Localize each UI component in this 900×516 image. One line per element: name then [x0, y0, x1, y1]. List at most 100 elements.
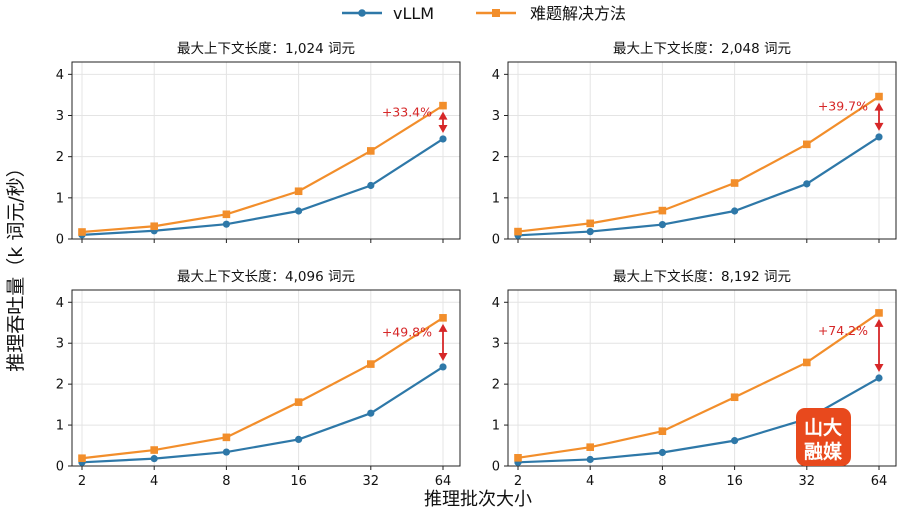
x-tick-label: 2: [514, 474, 522, 489]
data-point-vllm: [731, 207, 739, 215]
x-tick-label: 64: [871, 474, 888, 489]
data-point-vllm: [222, 448, 230, 456]
y-tick-label: 2: [56, 378, 64, 393]
data-point-method: [294, 187, 303, 196]
annotation-arrowhead-down: [874, 122, 884, 131]
data-point-method: [875, 92, 883, 101]
x-tick-label: 8: [658, 474, 666, 489]
x-tick-label: 16: [726, 474, 743, 489]
annotation-label: +74.2%: [818, 323, 868, 338]
x-tick-label: 4: [586, 474, 594, 489]
data-point-vllm: [367, 409, 375, 417]
panel-title: 最大上下文长度：1,024 词元: [177, 41, 355, 57]
panel-2: 0 1 2 3 4 最大上下文长度：2,048 词元 +39.7%: [492, 41, 897, 248]
y-tick-label: 1: [492, 191, 500, 206]
data-point-vllm: [295, 435, 303, 443]
y-tick-label: 2: [492, 378, 500, 393]
data-point-method: [586, 219, 594, 228]
panel-title: 最大上下文长度：4,096 词元: [177, 269, 355, 285]
data-point-method: [367, 360, 375, 368]
data-point-method: [658, 427, 667, 436]
data-point-method: [439, 101, 447, 110]
data-point-method: [803, 140, 811, 149]
data-point-vllm: [658, 448, 667, 457]
annotation-arrowhead-up: [874, 102, 884, 111]
x-tick-label: 4: [150, 474, 158, 489]
data-point-method: [875, 309, 883, 317]
legend-marker-vllm: [358, 9, 366, 17]
watermark-line2: 融媒: [804, 441, 843, 463]
data-point-method: [78, 454, 86, 463]
data-point-method: [658, 206, 667, 215]
legend-marker-method: [492, 9, 500, 17]
panel-title: 最大上下文长度：8,192 词元: [613, 269, 791, 285]
series-line-vllm: [81, 366, 444, 464]
y-tick-label: 4: [492, 296, 500, 311]
annotation-label: +33.4%: [382, 104, 432, 119]
annotation-arrowhead-down: [438, 124, 448, 133]
watermark-line1: 山大: [804, 416, 842, 439]
y-tick-label: 4: [492, 68, 500, 83]
series-line-method: [81, 316, 444, 460]
data-point-method: [367, 147, 375, 155]
legend: vLLM 难题解决方法: [342, 4, 626, 23]
series-line-vllm: [81, 138, 444, 236]
watermark-logo: 山大 融媒: [796, 408, 851, 466]
annotation-arrowhead-up: [438, 323, 448, 332]
data-point-method: [514, 227, 522, 236]
data-point-method: [222, 210, 231, 219]
data-point-method: [150, 446, 158, 454]
series-line-method: [517, 95, 880, 233]
data-point-vllm: [875, 374, 883, 382]
data-point-vllm: [150, 455, 158, 463]
plot-frame: [507, 61, 897, 240]
annotation-arrowhead-down: [874, 364, 884, 372]
panel-4: 0 1 2 3 4 2 4 8 16 32 64 最大上下文长度：8,192 词元 +74.2%: [492, 269, 897, 489]
y-tick-label: 2: [492, 150, 500, 165]
data-point-method: [730, 393, 739, 402]
data-point-vllm: [586, 455, 594, 464]
y-tick-label: 0: [56, 460, 64, 475]
y-tick-label: 3: [492, 109, 500, 124]
x-tick-label: 64: [435, 474, 452, 489]
data-point-method: [803, 358, 811, 367]
plot-frame: [507, 289, 897, 467]
x-tick-label: 16: [290, 474, 307, 489]
y-tick-label: 3: [56, 337, 64, 352]
annotation-arrowhead-up: [874, 318, 884, 327]
y-tick-label: 1: [492, 419, 500, 434]
y-axis-label: 推理吞吐量（k 词元/秒）: [5, 158, 27, 371]
annotation-arrowhead-down: [438, 352, 448, 361]
y-tick-label: 3: [492, 337, 500, 352]
x-tick-label: 32: [363, 474, 380, 489]
y-tick-label: 0: [492, 460, 500, 475]
data-point-vllm: [367, 181, 375, 190]
panel-1: 0 1 2 3 4 最大上下文长度：1,024 词元 +33.4%: [56, 41, 461, 248]
data-point-method: [222, 433, 231, 442]
data-point-vllm: [295, 207, 303, 215]
series-line-method: [81, 104, 444, 234]
x-tick-label: 32: [799, 474, 816, 489]
y-tick-label: 3: [56, 109, 64, 124]
x-tick-label: 8: [222, 474, 230, 489]
panel-title: 最大上下文长度：2,048 词元: [613, 41, 791, 57]
panel-3: 0 1 2 3 4 2 4 8 16 32 64 最大上下文长度：4,096 词元 +49.8%: [56, 269, 461, 489]
annotation-arrowhead-up: [438, 111, 448, 120]
data-point-method: [150, 222, 158, 231]
data-point-method: [730, 179, 739, 187]
data-point-method: [439, 314, 447, 322]
x-axis-label: 推理批次大小: [424, 489, 532, 510]
y-tick-label: 4: [56, 68, 64, 83]
data-point-vllm: [586, 227, 594, 236]
annotation-label: +49.8%: [382, 324, 432, 339]
data-point-vllm: [222, 220, 230, 228]
data-point-method: [294, 398, 303, 406]
data-point-method: [514, 454, 522, 462]
y-tick-label: 4: [56, 296, 64, 311]
plot-frame: [71, 289, 461, 467]
panels: 0 1 2 3 4 最大上下文长度：1,024 词元 +33.4% 0 1 2 3 4 最大上下文长度：…: [56, 41, 897, 489]
data-point-vllm: [439, 135, 447, 143]
y-tick-label: 2: [56, 150, 64, 165]
data-point-vllm: [439, 363, 447, 371]
